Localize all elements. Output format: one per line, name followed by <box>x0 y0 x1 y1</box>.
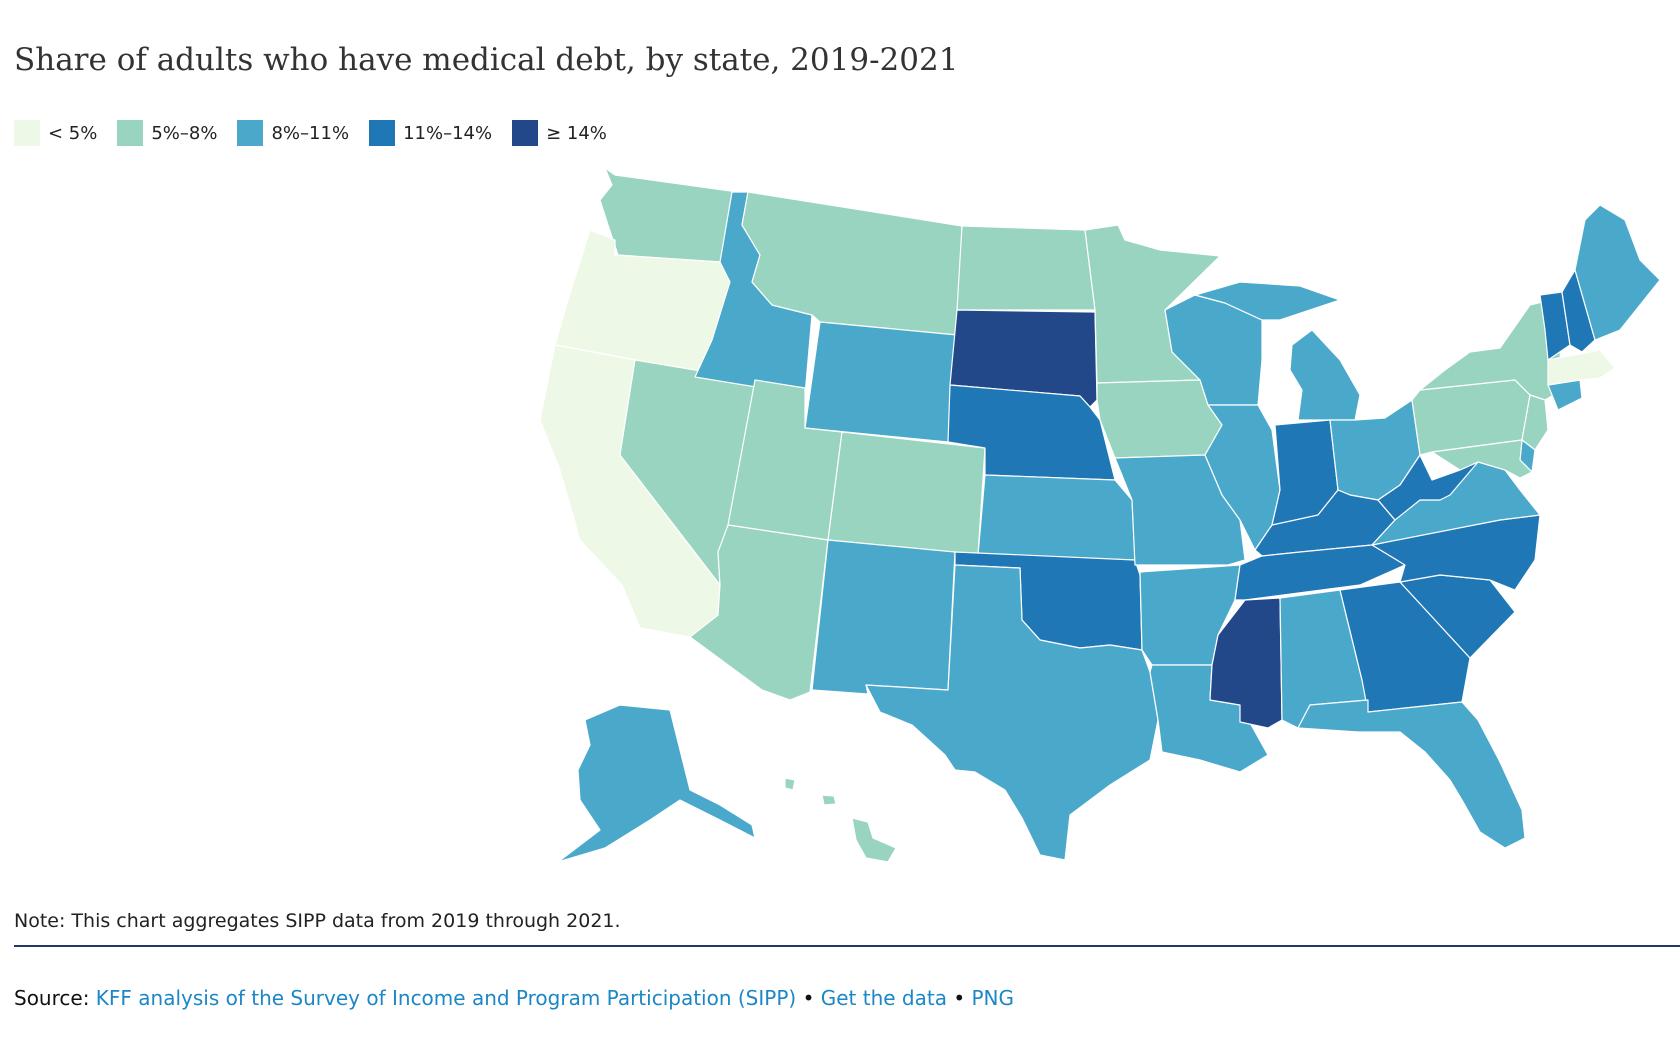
source-label: Source: <box>14 986 90 1010</box>
legend-label: ≥ 14% <box>546 122 607 144</box>
legend-swatch <box>512 120 539 146</box>
legend-swatch <box>369 120 396 146</box>
state-nh[interactable] <box>1561 269 1596 353</box>
chart-note: Note: This chart aggregates SIPP data fr… <box>14 910 621 932</box>
us-map-svg <box>539 167 1661 863</box>
state-md[interactable] <box>1431 439 1533 479</box>
state-fl[interactable] <box>1297 699 1526 849</box>
state-ak[interactable] <box>557 704 756 863</box>
legend-label: 5%–8% <box>151 122 218 144</box>
legend-label: 11%–14% <box>403 122 493 144</box>
state-az[interactable] <box>689 524 829 701</box>
source-link-kff-analysis[interactable]: KFF analysis of the Survey of Income and… <box>95 986 797 1010</box>
state-ms[interactable] <box>1209 597 1283 729</box>
state-co[interactable] <box>827 431 986 556</box>
png-link[interactable]: PNG <box>971 986 1014 1010</box>
get-the-data-link[interactable]: Get the data <box>820 986 947 1010</box>
states-layer <box>539 167 1661 863</box>
legend-item-lt5: < 5% <box>14 120 97 146</box>
source-separator: • <box>802 986 815 1010</box>
legend-swatch <box>117 120 144 146</box>
legend-item-8-11: 8%–11% <box>237 120 349 146</box>
state-wy[interactable] <box>804 321 958 443</box>
legend-label: 8%–11% <box>271 122 350 144</box>
state-vt[interactable] <box>1539 291 1571 361</box>
us-map <box>0 150 1680 880</box>
state-ks[interactable] <box>977 474 1136 561</box>
state-hi[interactable] <box>784 777 897 863</box>
legend-item-11-14: 11%–14% <box>369 120 492 146</box>
legend-swatch <box>14 120 40 146</box>
state-ma[interactable] <box>1547 349 1616 386</box>
state-tx[interactable] <box>865 564 1159 861</box>
state-me[interactable] <box>1574 204 1661 341</box>
legend: < 5% 5%–8% 8%–11% 11%–14% ≥ 14% <box>14 120 627 146</box>
legend-label: < 5% <box>48 122 98 144</box>
legend-swatch <box>237 120 264 146</box>
chart-title: Share of adults who have medical debt, b… <box>14 42 959 78</box>
divider <box>14 945 1680 947</box>
source-line: Source: KFF analysis of the Survey of In… <box>14 986 1014 1010</box>
legend-item-5-8: 5%–8% <box>117 120 217 146</box>
state-nj[interactable] <box>1521 394 1549 451</box>
state-nd[interactable] <box>956 225 1096 311</box>
legend-item-ge14: ≥ 14% <box>512 120 607 146</box>
state-nm[interactable] <box>811 539 956 695</box>
state-wa[interactable] <box>599 167 739 263</box>
source-separator: • <box>953 986 966 1010</box>
